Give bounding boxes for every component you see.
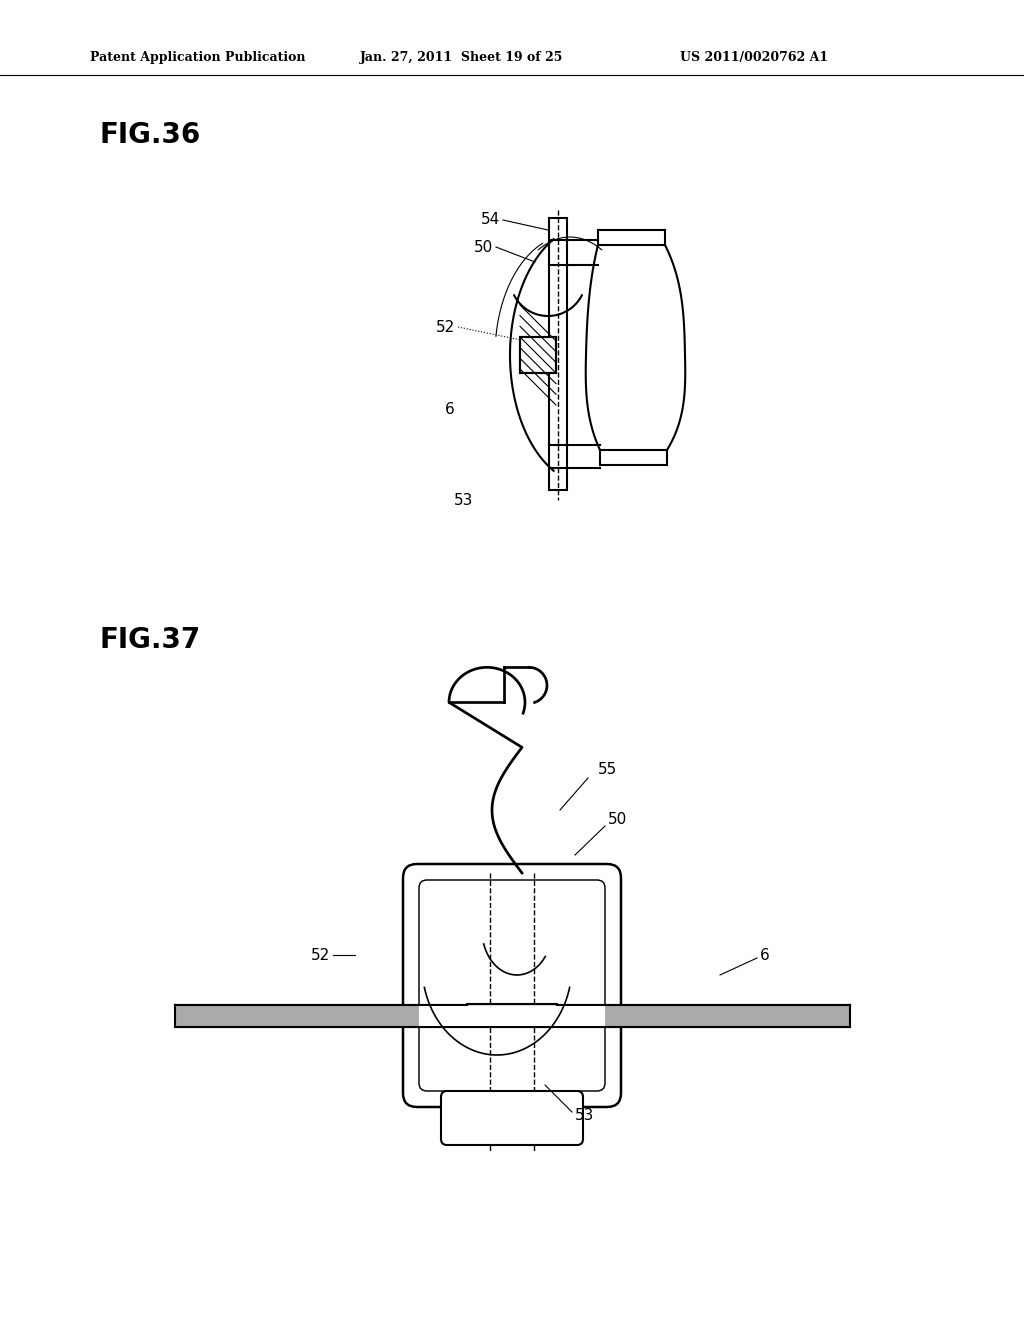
Text: 50: 50 [608, 813, 628, 828]
Text: FIG.36: FIG.36 [100, 121, 202, 149]
Text: 6: 6 [445, 403, 455, 417]
FancyBboxPatch shape [441, 1092, 583, 1144]
Text: 55: 55 [598, 763, 617, 777]
Text: 53: 53 [575, 1107, 594, 1122]
FancyBboxPatch shape [403, 865, 621, 1107]
Text: 54: 54 [480, 213, 500, 227]
Text: 50: 50 [474, 239, 493, 255]
Bar [549, 218, 567, 490]
Bar [467, 1005, 557, 1026]
Text: 52: 52 [436, 319, 455, 334]
Text: US 2011/0020762 A1: US 2011/0020762 A1 [680, 51, 828, 65]
Text: 52: 52 [310, 948, 330, 962]
Text: Jan. 27, 2011  Sheet 19 of 25: Jan. 27, 2011 Sheet 19 of 25 [360, 51, 563, 65]
Text: FIG.37: FIG.37 [100, 626, 202, 653]
Text: 6: 6 [760, 948, 770, 962]
Bar [175, 1005, 850, 1027]
Text: Patent Application Publication: Patent Application Publication [90, 51, 305, 65]
Bar [419, 1006, 605, 1026]
Text: 53: 53 [455, 492, 474, 508]
Bar [520, 337, 556, 374]
Bar [520, 337, 556, 374]
